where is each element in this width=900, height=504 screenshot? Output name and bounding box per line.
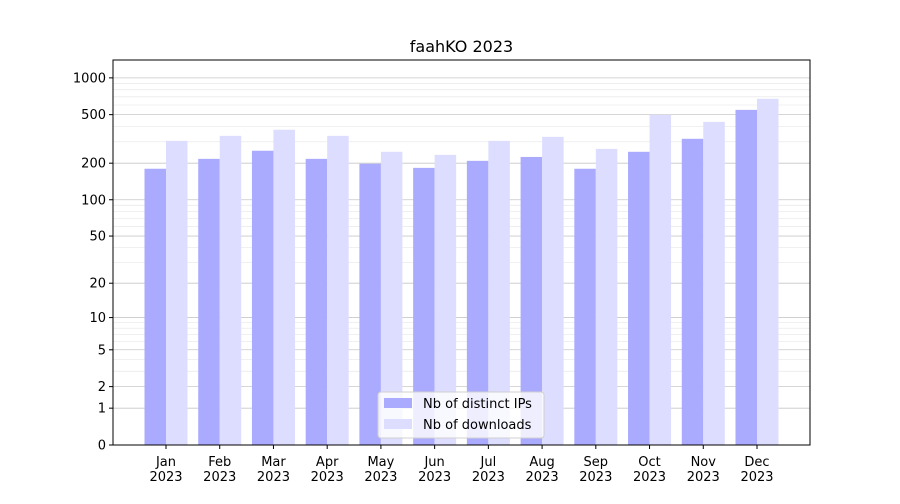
bar-downloads	[166, 140, 188, 445]
chart-title: faahKO 2023	[410, 37, 513, 56]
x-tick-label: Nov 2023	[687, 455, 720, 485]
x-tick-label-line: 2023	[472, 470, 505, 485]
x-tick-label-line: 2023	[740, 470, 773, 485]
x-tick-label: Aug 2023	[526, 455, 559, 485]
x-tick-label-line: 2023	[149, 470, 182, 485]
x-tick-label-line: 2023	[633, 470, 666, 485]
x-tick-label: Feb 2023	[203, 455, 236, 485]
legend-label: Nb of downloads	[423, 418, 532, 433]
x-tick-label-line: Jul	[480, 455, 497, 470]
x-tick-label: Jan 2023	[149, 455, 182, 485]
x-tick-label-line: Sep	[584, 455, 609, 470]
y-tick-label: 5	[98, 343, 106, 358]
x-tick-label-line: 2023	[364, 470, 397, 485]
x-tick-label-line: 2023	[579, 470, 612, 485]
x-tick-label: Mar 2023	[257, 455, 290, 485]
bar-distinct-ips	[574, 168, 596, 445]
bar-distinct-ips	[628, 151, 650, 445]
y-tick-label: 100	[81, 193, 106, 208]
x-tick-label: Dec 2023	[740, 455, 773, 485]
x-tick-label-line: Nov	[691, 455, 717, 470]
bar-distinct-ips	[520, 156, 543, 445]
x-tick-label-line: Jan	[155, 455, 176, 470]
plot-frame	[112, 59, 811, 446]
y-tick-label: 10	[89, 311, 106, 326]
bar-distinct-ips	[359, 163, 381, 445]
bar-downloads	[219, 135, 242, 445]
bar-downloads	[380, 151, 403, 445]
bars	[144, 98, 779, 446]
bar-downloads	[649, 114, 672, 445]
x-tick-label: Jun 2023	[418, 455, 451, 485]
y-tick-label: 2	[98, 380, 106, 395]
x-tick-label-line: Apr	[316, 455, 339, 470]
bar-distinct-ips	[144, 168, 166, 445]
x-tick-label-line: 2023	[418, 470, 451, 485]
bar-downloads	[488, 140, 510, 445]
legend: Nb of distinct IPs Nb of downloads	[377, 391, 545, 439]
x-tick-label-line: 2023	[257, 470, 290, 485]
x-tick-label-line: Jun	[423, 455, 444, 470]
x-tick-label-line: 2023	[687, 470, 720, 485]
x-tick-label-line: 2023	[526, 470, 559, 485]
bar-distinct-ips	[305, 158, 328, 445]
y-tick-label: 1000	[73, 71, 106, 86]
bar-distinct-ips	[681, 138, 704, 445]
x-tick-label: May 2023	[364, 455, 397, 485]
bar-distinct-ips	[413, 167, 435, 445]
bar-downloads	[595, 148, 618, 445]
y-tick-label: 1	[98, 402, 106, 417]
bar-downloads	[327, 135, 349, 445]
x-tick-label-line: 2023	[311, 470, 344, 485]
bar-downloads	[434, 154, 457, 445]
bar-downloads	[542, 136, 564, 445]
x-tick-label: Jul 2023	[472, 455, 505, 485]
x-tick-label-line: Oct	[638, 455, 660, 470]
x-tick-label-line: Dec	[744, 455, 769, 470]
x-tick-label-line: Aug	[529, 455, 554, 470]
legend-swatch	[384, 398, 412, 408]
y-axis: 0 1 2 5 10 20 50 100 200 500 1000	[73, 71, 113, 454]
x-tick-label-line: May	[367, 455, 394, 470]
legend-swatch	[384, 419, 412, 429]
bar-distinct-ips	[466, 160, 489, 445]
y-tick-label: 20	[89, 277, 106, 292]
bar-distinct-ips	[735, 109, 757, 445]
bar-downloads	[703, 121, 725, 446]
x-tick-label: Oct 2023	[633, 455, 666, 485]
bar-downloads	[273, 129, 295, 445]
y-tick-label: 50	[89, 230, 106, 245]
legend-box	[377, 391, 545, 439]
bar-downloads	[757, 98, 779, 445]
y-tick-label: 500	[81, 108, 106, 123]
x-tick-label-line: Mar	[261, 455, 286, 470]
x-tick-label: Apr 2023	[311, 455, 344, 485]
y-tick-label: 0	[98, 439, 106, 454]
y-tick-label: 200	[81, 157, 106, 172]
x-tick-label: Sep 2023	[579, 455, 612, 485]
x-tick-label-line: 2023	[203, 470, 236, 485]
bar-distinct-ips	[198, 158, 220, 445]
x-tick-label-line: Feb	[208, 455, 231, 470]
bar-distinct-ips	[251, 150, 274, 445]
legend-label: Nb of distinct IPs	[423, 397, 532, 412]
